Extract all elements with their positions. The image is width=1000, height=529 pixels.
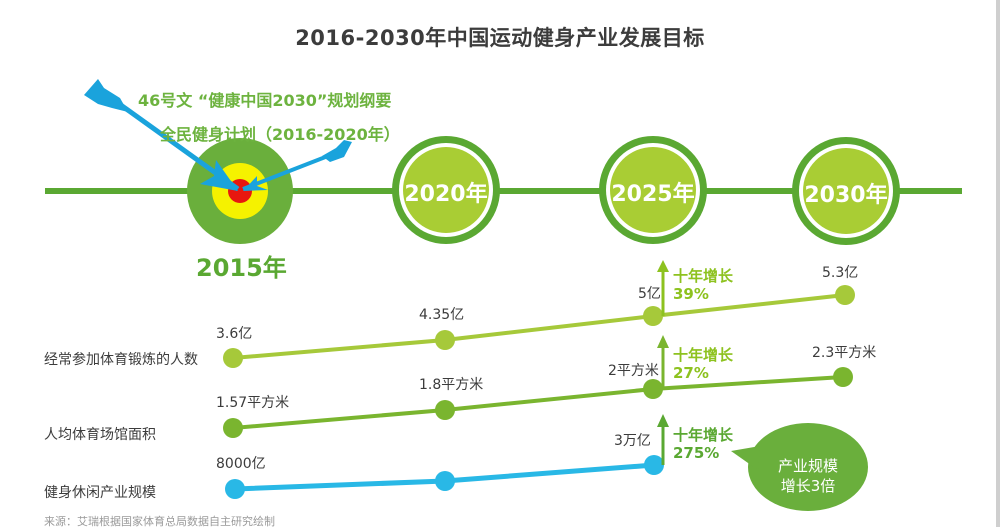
year-label-2030: 2030年 [804,183,888,208]
arrow-icon-right [242,140,352,191]
policy-note-2: 全民健身计划（2016-2020年） [160,125,400,144]
value-people-2025: 5亿 [638,286,661,302]
arrow-icon-left [84,79,240,192]
value-industry-2025: 3万亿 [614,433,651,449]
row-label-venue-area: 人均体育场馆面积 [44,427,156,443]
bubble-line-1: 产业规模 [777,457,838,475]
value-industry-2015: 8000亿 [216,456,266,472]
value-people-2020: 4.35亿 [419,307,465,323]
year-label-2020: 2020年 [404,182,488,207]
growth-value: 275% [673,444,720,462]
value-people-2015: 3.6亿 [216,326,253,342]
growth-value: 39% [673,285,709,303]
growth-arrow-icon-2 [657,335,669,389]
growth-value: 27% [673,364,709,382]
series-line-venue-area [223,367,853,438]
value-venue-2015: 1.57平方米 [216,395,290,411]
growth-label-industry: 十年增长 275% [673,426,733,462]
value-venue-2030: 2.3平方米 [812,345,877,361]
value-people-2030: 5.3亿 [822,265,859,281]
source-note: 来源：艾瑞根据国家体育总局数据自主研究绘制 [44,515,275,528]
target-icon [187,138,293,244]
year-circle-2025 [599,136,707,244]
series-line-people [223,285,855,368]
value-venue-2020: 1.8平方米 [419,377,484,393]
policy-note-1: 46号文 “健康中国2030”规划纲要 [138,91,392,110]
growth-arrow-icon-1 [657,260,669,316]
year-circle-2020 [392,136,500,244]
row-label-people: 经常参加体育锻炼的人数 [44,352,198,368]
growth-title: 十年增长 [673,267,734,285]
year-label-2015: 2015年 [196,254,287,282]
row-label-industry-scale: 健身休闲产业规模 [44,485,156,501]
chart-title: 2016-2030年中国运动健身产业发展目标 [295,26,705,50]
growth-title: 十年增长 [673,346,734,364]
growth-arrow-icon-3 [657,414,669,465]
series-line-industry-scale [225,455,664,499]
growth-label-venue: 十年增长 27% [673,346,733,382]
growth-title: 十年增长 [673,426,734,444]
growth-label-people: 十年增长 39% [673,267,733,303]
year-circle-2030 [792,137,900,245]
bubble-text: 产业规模 增长3倍 [758,456,858,496]
window-edge [996,0,1000,527]
value-venue-2025: 2平方米 [608,363,659,379]
year-label-2025: 2025年 [611,182,695,207]
speech-bubble [731,423,868,511]
bubble-line-2: 增长3倍 [780,477,836,495]
